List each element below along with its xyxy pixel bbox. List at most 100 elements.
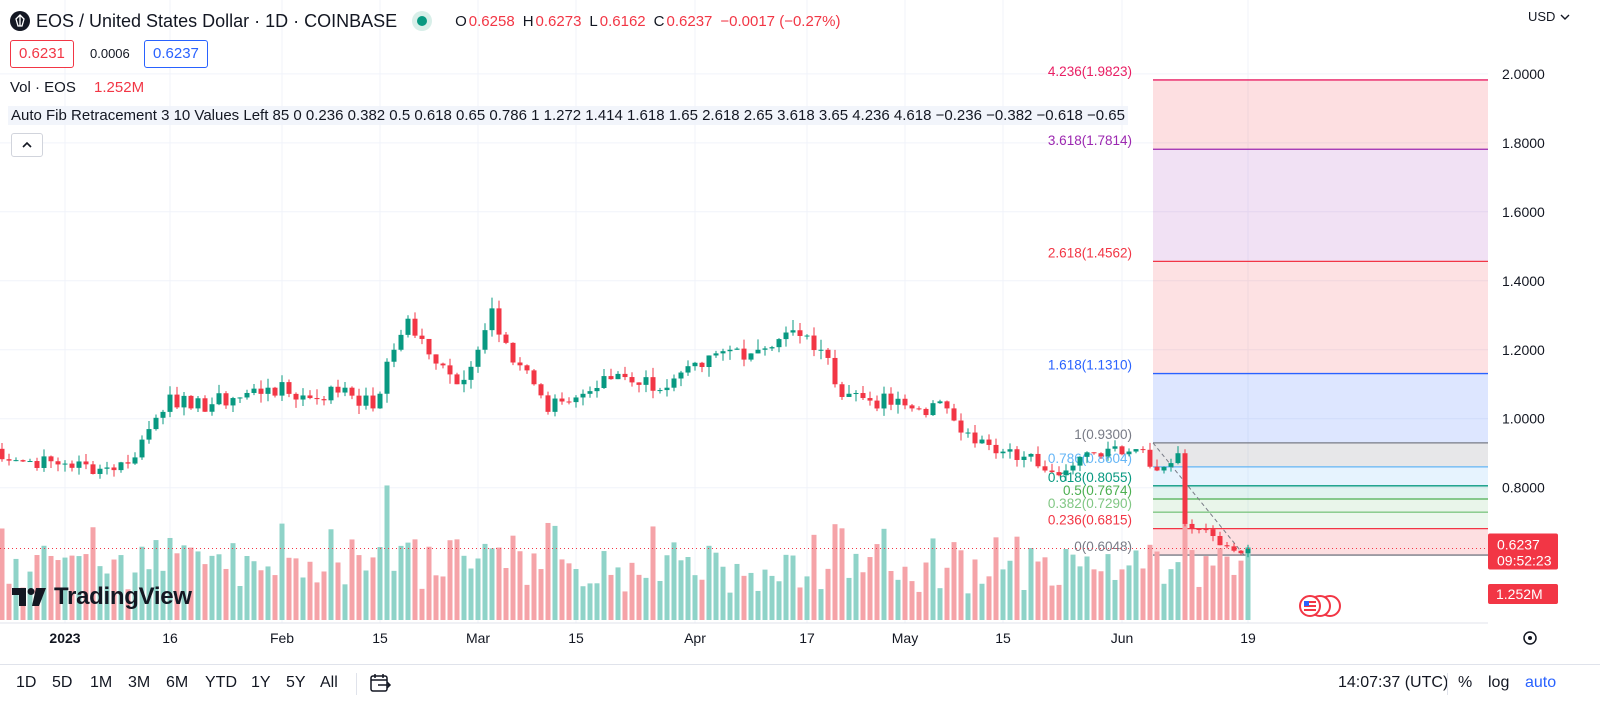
volume-bar	[363, 570, 369, 620]
volume-bar	[181, 545, 187, 620]
candle-body	[300, 395, 306, 400]
tradingview-logo[interactable]: TradingView	[12, 583, 192, 611]
candle-body	[797, 330, 803, 336]
volume-bar	[1035, 561, 1041, 620]
volume-bar	[930, 538, 936, 620]
volume-bar	[678, 560, 684, 620]
volume-bar	[909, 581, 915, 620]
candle-body	[433, 354, 439, 364]
time-axis-label: 17	[799, 630, 815, 646]
range-all-button[interactable]: All	[320, 674, 338, 691]
candle-body	[1182, 453, 1188, 524]
percent-scale-button[interactable]: %	[1458, 674, 1473, 691]
volume-bar	[174, 553, 180, 620]
volume-bar	[650, 526, 656, 620]
candle-body	[1147, 449, 1153, 467]
events-flags-icon[interactable]	[1296, 593, 1344, 619]
chart-canvas[interactable]: 4.236(1.9823) 3.618(1.7814) 2.618(1.4562) 1…	[0, 0, 1600, 664]
candle-body	[706, 355, 712, 368]
volume-bar	[188, 547, 194, 620]
candle-body	[398, 334, 404, 350]
candle-body	[440, 363, 446, 366]
gear-icon	[1523, 631, 1537, 645]
candle-body	[615, 373, 621, 380]
fib-level-label: 2.618(1.4562)	[1048, 245, 1132, 260]
candle-body	[1231, 546, 1237, 551]
volume-bar	[874, 544, 880, 620]
candle-body	[1196, 528, 1202, 530]
candle-body	[1077, 456, 1083, 466]
candle-body	[629, 377, 635, 383]
volume-bar	[993, 537, 999, 620]
currency-selector[interactable]: USD	[1528, 9, 1570, 24]
volume-bar	[167, 537, 173, 620]
time-axis[interactable]: 2023 16 Feb 15 Mar 15 Apr 17 May 15 Jun 19	[0, 622, 1488, 646]
candle-body	[888, 393, 894, 405]
volume-bar	[1049, 585, 1055, 620]
sell-price-button[interactable]: 0.6231	[10, 40, 74, 68]
symbol-title[interactable]: EOS / United States Dollar · 1D · COINBA…	[36, 10, 398, 31]
fib-level-label: 4.236(1.9823)	[1048, 64, 1132, 79]
candle-body	[909, 405, 915, 409]
volume-bar	[783, 554, 789, 620]
toolbar-divider	[1447, 673, 1448, 695]
volume-bar	[1147, 544, 1153, 620]
volume-bar	[958, 550, 964, 620]
volume-bar	[1070, 554, 1076, 620]
candle-body	[139, 439, 145, 458]
range-1m-button[interactable]: 1M	[90, 674, 113, 691]
range-1d-button[interactable]: 1D	[16, 674, 37, 691]
chevron-up-icon	[22, 141, 32, 148]
candle-body	[986, 439, 992, 445]
candle-body	[713, 353, 719, 356]
candle-body	[356, 395, 362, 406]
go-to-date-icon[interactable]	[368, 671, 392, 695]
volume-legend[interactable]: Vol · EOS 1.252M	[10, 79, 144, 96]
volume-bar	[853, 553, 859, 620]
volume-bar	[573, 569, 579, 620]
volume-bar	[1133, 550, 1139, 620]
range-5y-button[interactable]: 5Y	[286, 674, 306, 691]
candle-body	[818, 349, 824, 351]
collapse-legend-button[interactable]	[11, 133, 43, 157]
toolbar-divider	[356, 673, 357, 695]
fib-retracement[interactable]: 4.236(1.9823) 3.618(1.7814) 2.618(1.4562) 1…	[1048, 64, 1488, 556]
volume-bar	[1091, 569, 1097, 620]
auto-scale-button[interactable]: auto	[1525, 674, 1557, 691]
volume-bar	[356, 555, 362, 620]
candle-body	[230, 398, 236, 406]
candle-body	[545, 395, 551, 412]
log-scale-button[interactable]: log	[1488, 674, 1510, 691]
time-axis-label: May	[892, 630, 918, 646]
candle-body	[748, 353, 754, 360]
volume-bar	[1217, 548, 1223, 620]
fib-zone	[1153, 466, 1488, 486]
candle-body	[20, 460, 26, 462]
range-6m-button[interactable]: 6M	[166, 674, 189, 691]
candle-body	[321, 399, 327, 401]
candle-body	[475, 349, 481, 367]
volume-bar	[1112, 579, 1118, 620]
candle-body	[90, 464, 96, 474]
market-status-icon[interactable]	[417, 16, 428, 26]
range-5d-button[interactable]: 5D	[52, 674, 73, 691]
candle-body	[377, 393, 383, 409]
range-ytd-button[interactable]: YTD	[205, 674, 237, 691]
volume-bar	[216, 554, 222, 620]
fib-legend[interactable]: Auto Fib Retracement 3 10 Values Left 85…	[8, 106, 1128, 125]
range-3m-button[interactable]: 3M	[128, 674, 151, 691]
volume-bar	[118, 555, 124, 620]
price-axis[interactable]: 2.0000 1.8000 1.6000 1.4000 1.2000 1.0000 0.80…	[1488, 66, 1558, 645]
fib-zone	[1153, 149, 1488, 262]
volume-bar	[440, 576, 446, 620]
candle-body	[489, 308, 495, 331]
utc-clock[interactable]: 14:07:37 (UTC)	[1338, 674, 1449, 691]
candle-body	[391, 349, 397, 362]
volume-bar	[503, 567, 509, 620]
buy-price-button[interactable]: 0.6237	[144, 40, 208, 68]
candle-body	[916, 408, 922, 410]
range-1y-button[interactable]: 1Y	[251, 674, 271, 691]
price-axis-tick: 1.8000	[1502, 135, 1545, 151]
candle-body	[559, 398, 565, 402]
candle-body	[447, 365, 453, 375]
